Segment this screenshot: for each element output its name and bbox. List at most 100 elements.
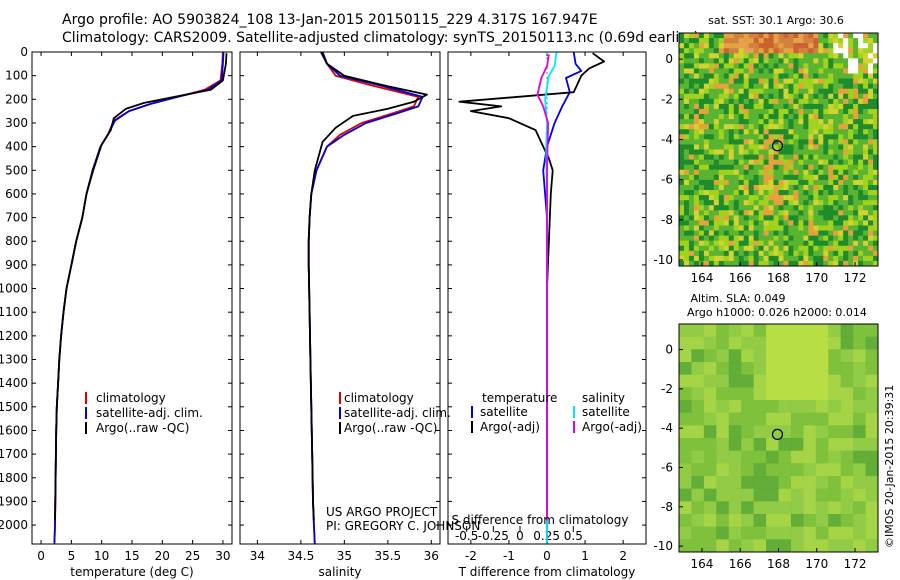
sst_map-y-tick-label: 0 xyxy=(665,52,673,66)
legend-label-climatology: climatology xyxy=(96,391,166,405)
x-tick-label: 10 xyxy=(94,549,109,563)
y-tick-label: 0 xyxy=(20,45,28,59)
sla-map-panel: Altim. SLA: 0.049 Argo h1000: 0.026 h200… xyxy=(653,292,879,571)
differences-series-group xyxy=(458,52,605,544)
sla_map-x-tick-label: 164 xyxy=(691,557,714,571)
y-tick-label: 300 xyxy=(5,116,28,130)
differences-series-s-argo-adj xyxy=(536,54,550,521)
y-tick-label: 400 xyxy=(5,140,28,154)
s-diff-tick-label: -0.5 xyxy=(455,529,478,543)
y-tick-label: 1300 xyxy=(0,353,28,367)
sst_map-x-tick-label: 168 xyxy=(767,271,790,285)
y-tick-label: 1600 xyxy=(0,423,28,437)
y-tick-label: 1700 xyxy=(0,447,28,461)
s-diff-tick-label: 0 xyxy=(516,529,524,543)
salinity-plot-area: 34 34.5 35 35.5 36 xyxy=(240,51,440,563)
x-tick-label: 25 xyxy=(185,549,200,563)
s-difference-x-label: S difference from climatology xyxy=(452,513,629,527)
x-tick-label: -2 xyxy=(465,549,477,563)
x-tick-label: 34.5 xyxy=(288,549,315,563)
x-tick-label: -1 xyxy=(503,549,515,563)
legend-label-t-argo: Argo(-adj) xyxy=(480,420,540,434)
sst_map-y-tick-label: -4 xyxy=(661,132,673,146)
x-tick-label: 35 xyxy=(337,549,352,563)
sla_map-x-tick-label: 166 xyxy=(729,557,752,571)
y-tick-label: 1900 xyxy=(0,494,28,508)
sla_map-y-tick-label: -4 xyxy=(661,421,673,435)
sla_map-x-tick-label: 168 xyxy=(767,557,790,571)
sla_map-x-tick-label: 170 xyxy=(805,557,828,571)
y-tick-label: 1100 xyxy=(0,305,28,319)
s-diff-tick-label: 0.5 xyxy=(564,529,583,543)
temperature-series-argo-raw-qc xyxy=(54,53,228,521)
legend-header-salinity: salinity xyxy=(582,391,625,405)
sst_map-y-tick-label: -2 xyxy=(661,92,673,106)
y-tick-label: 500 xyxy=(5,163,28,177)
x-tick-label: 2 xyxy=(619,549,627,563)
sla_map-y-tick-label: 0 xyxy=(665,343,673,357)
legend-header-temperature: temperature xyxy=(482,391,557,405)
sla-map-subtitle: Argo h1000: 0.026 h2000: 0.014 xyxy=(687,306,867,319)
y-tick-label: 2000 xyxy=(0,518,28,532)
sst_map-y-tick-label: -10 xyxy=(653,253,673,267)
x-tick-label: 0 xyxy=(543,549,551,563)
sst-map-title: sat. SST: 30.1 Argo: 30.6 xyxy=(708,14,844,27)
x-tick-label: 36 xyxy=(424,549,439,563)
x-tick-label: 1 xyxy=(581,549,589,563)
y-tick-label: 800 xyxy=(5,234,28,248)
difference-plot-area: -2 -1 0 1 2-0.5 -0.25 0 0.25 0.5 xyxy=(448,51,646,563)
y-tick-label: 1800 xyxy=(0,471,28,485)
legend-label-t-satellite: satellite xyxy=(480,405,528,419)
y-tick-label: 100 xyxy=(5,69,28,83)
sst_map-x-tick-label: 170 xyxy=(805,271,828,285)
s-diff-tick-label: -0.25 xyxy=(478,529,509,543)
sst_map-x-tick-label: 164 xyxy=(691,271,714,285)
sst_map-x-tick-label: 172 xyxy=(844,271,867,285)
sla_map-cells xyxy=(679,324,879,553)
difference-panel: -2 -1 0 1 2-0.5 -0.25 0 0.25 0.5 T difference fr… xyxy=(447,51,647,579)
sla-map-frame xyxy=(678,323,879,553)
legend-label-satellite-adj: satellite-adj. clim. xyxy=(96,406,203,420)
legend-label-argo: Argo(..raw -QC) xyxy=(96,421,189,435)
sla_map-x-tick-label: 172 xyxy=(844,557,867,571)
salinity-series-group xyxy=(307,52,428,544)
legend-label-argo: Argo(..raw -QC) xyxy=(344,421,437,435)
y-tick-label: 1400 xyxy=(0,376,28,390)
figure-title: Argo profile: AO 5903824_108 13-Jan-2015… xyxy=(62,12,598,28)
temperature-panel: 0100200300400500600700800900100011001200… xyxy=(0,45,233,579)
y-tick-label: 1200 xyxy=(0,329,28,343)
legend-label-satellite-adj: satellite-adj. clim. xyxy=(344,406,451,420)
sst_map-y-tick-label: -6 xyxy=(661,173,673,187)
sla_map-y-tick-label: -6 xyxy=(661,460,673,474)
sst-map-frame xyxy=(678,32,879,267)
x-tick-label: 20 xyxy=(155,549,170,563)
x-tick-label: 34 xyxy=(250,549,265,563)
salinity-axes-frame xyxy=(239,51,441,545)
y-tick-label: 900 xyxy=(5,258,28,272)
x-tick-label: 30 xyxy=(215,549,230,563)
x-tick-label: 0 xyxy=(37,549,45,563)
temperature-plot-area: 0100200300400500600700800900100011001200… xyxy=(0,45,232,563)
sla_map-y-tick-label: -2 xyxy=(661,382,673,396)
legend-label-s-argo: Argo(-adj) xyxy=(582,420,642,434)
x-tick-label: 35.5 xyxy=(374,549,401,563)
temperature-x-label: temperature (deg C) xyxy=(70,565,193,579)
differences-series-t-argo-adj xyxy=(458,52,605,521)
temperature-series-group xyxy=(53,52,228,544)
project-label: US ARGO PROJECT xyxy=(326,505,438,519)
difference-legend: temperature salinity satellite Argo(-adj… xyxy=(471,391,642,434)
sst_map-argo-marker xyxy=(771,140,784,152)
x-tick-label: 5 xyxy=(68,549,76,563)
sla_map-argo-marker xyxy=(771,428,784,441)
difference-axes-frame xyxy=(447,51,647,545)
y-tick-label: 600 xyxy=(5,187,28,201)
sst_map-cells xyxy=(679,33,879,267)
y-tick-label: 200 xyxy=(5,92,28,106)
salinity-panel: 34 34.5 35 35.5 36 salinity climatology sate… xyxy=(239,51,480,579)
salinity-series-argo-raw-qc xyxy=(307,52,428,521)
temperature-axes-frame xyxy=(31,51,233,545)
credit-label: ©IMOS 20-Jan-2015 20:39:31 xyxy=(883,385,896,548)
salinity-x-label: salinity xyxy=(318,565,361,579)
sst_map-x-tick-label: 166 xyxy=(729,271,752,285)
sla_map-y-tick-label: -10 xyxy=(653,539,673,553)
